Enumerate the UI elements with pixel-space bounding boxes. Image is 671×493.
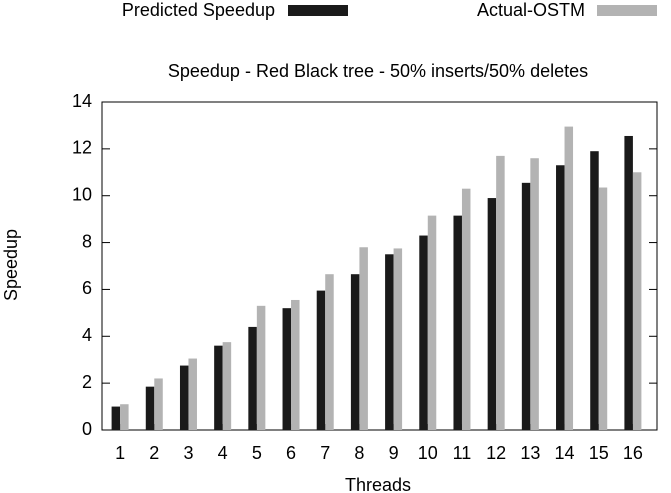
x-tick-label: 8 xyxy=(354,443,364,463)
bar xyxy=(632,172,642,431)
bar xyxy=(427,215,437,430)
bar xyxy=(496,155,505,430)
x-tick-label: 1 xyxy=(115,443,125,463)
bar xyxy=(214,345,223,430)
bar xyxy=(564,126,574,430)
bar xyxy=(385,254,394,430)
y-tick-label: 2 xyxy=(82,372,92,392)
bar xyxy=(419,235,428,430)
y-tick-label: 12 xyxy=(72,138,92,158)
x-tick-label: 9 xyxy=(389,443,399,463)
bar xyxy=(222,342,232,430)
x-tick-label: 16 xyxy=(623,443,643,463)
bar xyxy=(530,158,539,430)
x-tick-label: 12 xyxy=(486,443,506,463)
bar xyxy=(521,182,531,430)
bar xyxy=(453,215,462,430)
bar xyxy=(487,198,497,430)
x-axis-label: Threads xyxy=(345,475,411,493)
bar xyxy=(282,308,292,430)
bar xyxy=(256,305,266,430)
legend-swatch xyxy=(288,5,348,16)
y-tick-label: 8 xyxy=(82,231,92,251)
bar xyxy=(179,365,189,430)
bar xyxy=(598,187,608,430)
y-tick-label: 0 xyxy=(82,419,92,439)
x-tick-label: 7 xyxy=(320,443,330,463)
legend-swatch xyxy=(597,5,657,16)
bar xyxy=(145,386,155,430)
chart-title: Speedup - Red Black tree - 50% inserts/5… xyxy=(168,61,588,81)
x-tick-label: 3 xyxy=(183,443,193,463)
bar xyxy=(316,290,326,430)
legend-label: Predicted Speedup xyxy=(122,0,275,20)
bar xyxy=(624,135,633,430)
bar xyxy=(111,406,121,430)
legend-label: Actual-OSTM xyxy=(477,0,585,20)
y-tick-label: 6 xyxy=(82,278,92,298)
x-tick-label: 10 xyxy=(418,443,438,463)
bar xyxy=(590,151,599,430)
bar xyxy=(291,299,300,430)
bar xyxy=(556,165,565,430)
x-tick-label: 5 xyxy=(252,443,262,463)
x-tick-label: 4 xyxy=(218,443,228,463)
y-axis-label: Speedup xyxy=(1,229,21,301)
x-tick-label: 11 xyxy=(453,443,472,463)
bar xyxy=(359,247,368,430)
y-tick-label: 10 xyxy=(72,184,92,204)
bar xyxy=(154,378,163,430)
bar xyxy=(120,404,129,430)
x-tick-label: 2 xyxy=(149,443,159,463)
bar xyxy=(350,274,360,430)
bar xyxy=(248,326,257,430)
y-tick-label: 4 xyxy=(82,325,92,345)
bar xyxy=(188,358,197,430)
x-tick-label: 15 xyxy=(589,443,609,463)
bar xyxy=(325,274,334,430)
y-tick-label: 14 xyxy=(72,91,92,111)
x-tick-label: 14 xyxy=(555,443,575,463)
bar xyxy=(393,248,403,430)
x-tick-label: 13 xyxy=(520,443,540,463)
x-tick-label: 6 xyxy=(286,443,296,463)
bar xyxy=(461,188,471,430)
plot-frame xyxy=(101,101,658,431)
